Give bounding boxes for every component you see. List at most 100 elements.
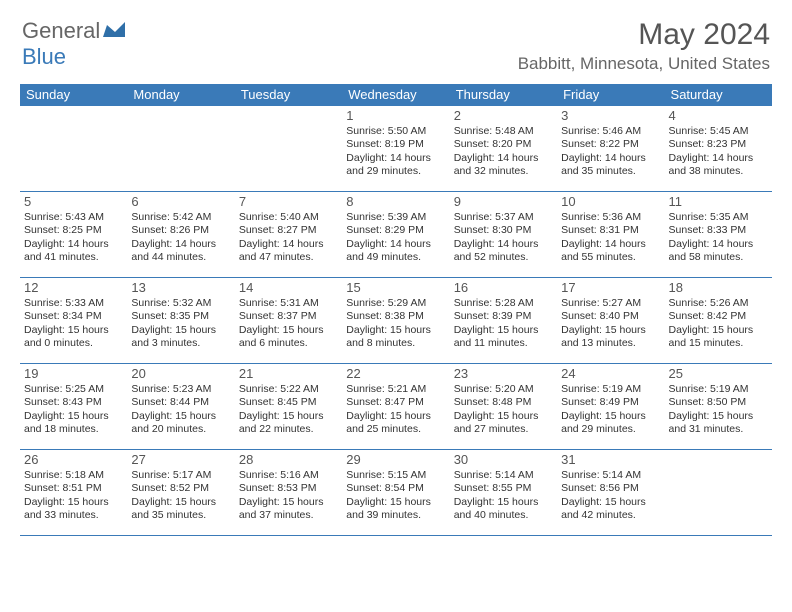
- calendar-day-cell: [235, 106, 342, 192]
- day-number: 4: [669, 108, 768, 124]
- calendar-day-cell: 21Sunrise: 5:22 AMSunset: 8:45 PMDayligh…: [235, 364, 342, 450]
- sunset-line: Sunset: 8:45 PM: [239, 396, 338, 409]
- sunset-line: Sunset: 8:42 PM: [669, 310, 768, 323]
- day-number: 7: [239, 194, 338, 210]
- calendar-day-cell: 20Sunrise: 5:23 AMSunset: 8:44 PMDayligh…: [127, 364, 234, 450]
- daylight-line-2: and 13 minutes.: [561, 337, 660, 350]
- sunset-line: Sunset: 8:55 PM: [454, 482, 553, 495]
- sunset-line: Sunset: 8:35 PM: [131, 310, 230, 323]
- weekday-header: Thursday: [450, 84, 557, 106]
- daylight-line-1: Daylight: 14 hours: [346, 238, 445, 251]
- daylight-line-1: Daylight: 14 hours: [24, 238, 123, 251]
- sunrise-line: Sunrise: 5:25 AM: [24, 383, 123, 396]
- sunset-line: Sunset: 8:33 PM: [669, 224, 768, 237]
- day-number: 14: [239, 280, 338, 296]
- daylight-line-1: Daylight: 14 hours: [454, 152, 553, 165]
- day-number: 16: [454, 280, 553, 296]
- daylight-line-2: and 31 minutes.: [669, 423, 768, 436]
- day-number: 10: [561, 194, 660, 210]
- calendar-day-cell: 12Sunrise: 5:33 AMSunset: 8:34 PMDayligh…: [20, 278, 127, 364]
- calendar-day-cell: 16Sunrise: 5:28 AMSunset: 8:39 PMDayligh…: [450, 278, 557, 364]
- daylight-line-1: Daylight: 14 hours: [669, 152, 768, 165]
- sunset-line: Sunset: 8:26 PM: [131, 224, 230, 237]
- sunset-line: Sunset: 8:23 PM: [669, 138, 768, 151]
- daylight-line-1: Daylight: 15 hours: [669, 410, 768, 423]
- day-number: 22: [346, 366, 445, 382]
- calendar-day-cell: 15Sunrise: 5:29 AMSunset: 8:38 PMDayligh…: [342, 278, 449, 364]
- day-number: 25: [669, 366, 768, 382]
- daylight-line-2: and 20 minutes.: [131, 423, 230, 436]
- brand-logo: General: [22, 18, 127, 44]
- calendar-day-cell: 18Sunrise: 5:26 AMSunset: 8:42 PMDayligh…: [665, 278, 772, 364]
- daylight-line-1: Daylight: 15 hours: [131, 324, 230, 337]
- calendar-day-cell: 3Sunrise: 5:46 AMSunset: 8:22 PMDaylight…: [557, 106, 664, 192]
- sunset-line: Sunset: 8:53 PM: [239, 482, 338, 495]
- daylight-line-1: Daylight: 15 hours: [131, 496, 230, 509]
- daylight-line-1: Daylight: 15 hours: [561, 496, 660, 509]
- sunset-line: Sunset: 8:52 PM: [131, 482, 230, 495]
- calendar-day-cell: 22Sunrise: 5:21 AMSunset: 8:47 PMDayligh…: [342, 364, 449, 450]
- sunrise-line: Sunrise: 5:15 AM: [346, 469, 445, 482]
- calendar-day-cell: 30Sunrise: 5:14 AMSunset: 8:55 PMDayligh…: [450, 450, 557, 536]
- daylight-line-2: and 58 minutes.: [669, 251, 768, 264]
- weekday-header: Saturday: [665, 84, 772, 106]
- daylight-line-1: Daylight: 15 hours: [24, 324, 123, 337]
- day-number: 11: [669, 194, 768, 210]
- sunset-line: Sunset: 8:47 PM: [346, 396, 445, 409]
- weekday-header-row: Sunday Monday Tuesday Wednesday Thursday…: [20, 84, 772, 106]
- daylight-line-2: and 55 minutes.: [561, 251, 660, 264]
- calendar-day-cell: 28Sunrise: 5:16 AMSunset: 8:53 PMDayligh…: [235, 450, 342, 536]
- daylight-line-2: and 44 minutes.: [131, 251, 230, 264]
- day-number: 29: [346, 452, 445, 468]
- sunrise-line: Sunrise: 5:28 AM: [454, 297, 553, 310]
- sunrise-line: Sunrise: 5:35 AM: [669, 211, 768, 224]
- day-number: 15: [346, 280, 445, 296]
- daylight-line-1: Daylight: 15 hours: [454, 410, 553, 423]
- calendar-day-cell: 31Sunrise: 5:14 AMSunset: 8:56 PMDayligh…: [557, 450, 664, 536]
- daylight-line-2: and 47 minutes.: [239, 251, 338, 264]
- sunset-line: Sunset: 8:43 PM: [24, 396, 123, 409]
- sunrise-line: Sunrise: 5:22 AM: [239, 383, 338, 396]
- calendar-day-cell: 17Sunrise: 5:27 AMSunset: 8:40 PMDayligh…: [557, 278, 664, 364]
- month-title: May 2024: [518, 18, 770, 52]
- sunset-line: Sunset: 8:39 PM: [454, 310, 553, 323]
- sunrise-line: Sunrise: 5:26 AM: [669, 297, 768, 310]
- daylight-line-2: and 35 minutes.: [131, 509, 230, 522]
- day-number: 12: [24, 280, 123, 296]
- sunrise-line: Sunrise: 5:29 AM: [346, 297, 445, 310]
- daylight-line-2: and 18 minutes.: [24, 423, 123, 436]
- sunset-line: Sunset: 8:56 PM: [561, 482, 660, 495]
- day-number: 18: [669, 280, 768, 296]
- calendar-day-cell: [20, 106, 127, 192]
- sunrise-line: Sunrise: 5:37 AM: [454, 211, 553, 224]
- calendar-day-cell: 7Sunrise: 5:40 AMSunset: 8:27 PMDaylight…: [235, 192, 342, 278]
- sunset-line: Sunset: 8:54 PM: [346, 482, 445, 495]
- sunrise-line: Sunrise: 5:23 AM: [131, 383, 230, 396]
- sunset-line: Sunset: 8:50 PM: [669, 396, 768, 409]
- calendar-day-cell: 5Sunrise: 5:43 AMSunset: 8:25 PMDaylight…: [20, 192, 127, 278]
- sunrise-line: Sunrise: 5:32 AM: [131, 297, 230, 310]
- weekday-header: Sunday: [20, 84, 127, 106]
- sunset-line: Sunset: 8:20 PM: [454, 138, 553, 151]
- daylight-line-2: and 40 minutes.: [454, 509, 553, 522]
- daylight-line-2: and 11 minutes.: [454, 337, 553, 350]
- daylight-line-1: Daylight: 14 hours: [561, 238, 660, 251]
- sunrise-line: Sunrise: 5:17 AM: [131, 469, 230, 482]
- daylight-line-1: Daylight: 15 hours: [24, 496, 123, 509]
- sunset-line: Sunset: 8:40 PM: [561, 310, 660, 323]
- calendar-day-cell: 10Sunrise: 5:36 AMSunset: 8:31 PMDayligh…: [557, 192, 664, 278]
- day-number: 26: [24, 452, 123, 468]
- day-number: 1: [346, 108, 445, 124]
- calendar-week-row: 5Sunrise: 5:43 AMSunset: 8:25 PMDaylight…: [20, 192, 772, 278]
- calendar-day-cell: 6Sunrise: 5:42 AMSunset: 8:26 PMDaylight…: [127, 192, 234, 278]
- weekday-header: Friday: [557, 84, 664, 106]
- daylight-line-2: and 32 minutes.: [454, 165, 553, 178]
- sunrise-line: Sunrise: 5:42 AM: [131, 211, 230, 224]
- sunrise-line: Sunrise: 5:43 AM: [24, 211, 123, 224]
- daylight-line-1: Daylight: 15 hours: [669, 324, 768, 337]
- calendar-week-row: 1Sunrise: 5:50 AMSunset: 8:19 PMDaylight…: [20, 106, 772, 192]
- day-number: 17: [561, 280, 660, 296]
- title-block: May 2024 Babbitt, Minnesota, United Stat…: [518, 18, 770, 74]
- sunrise-line: Sunrise: 5:31 AM: [239, 297, 338, 310]
- sunset-line: Sunset: 8:22 PM: [561, 138, 660, 151]
